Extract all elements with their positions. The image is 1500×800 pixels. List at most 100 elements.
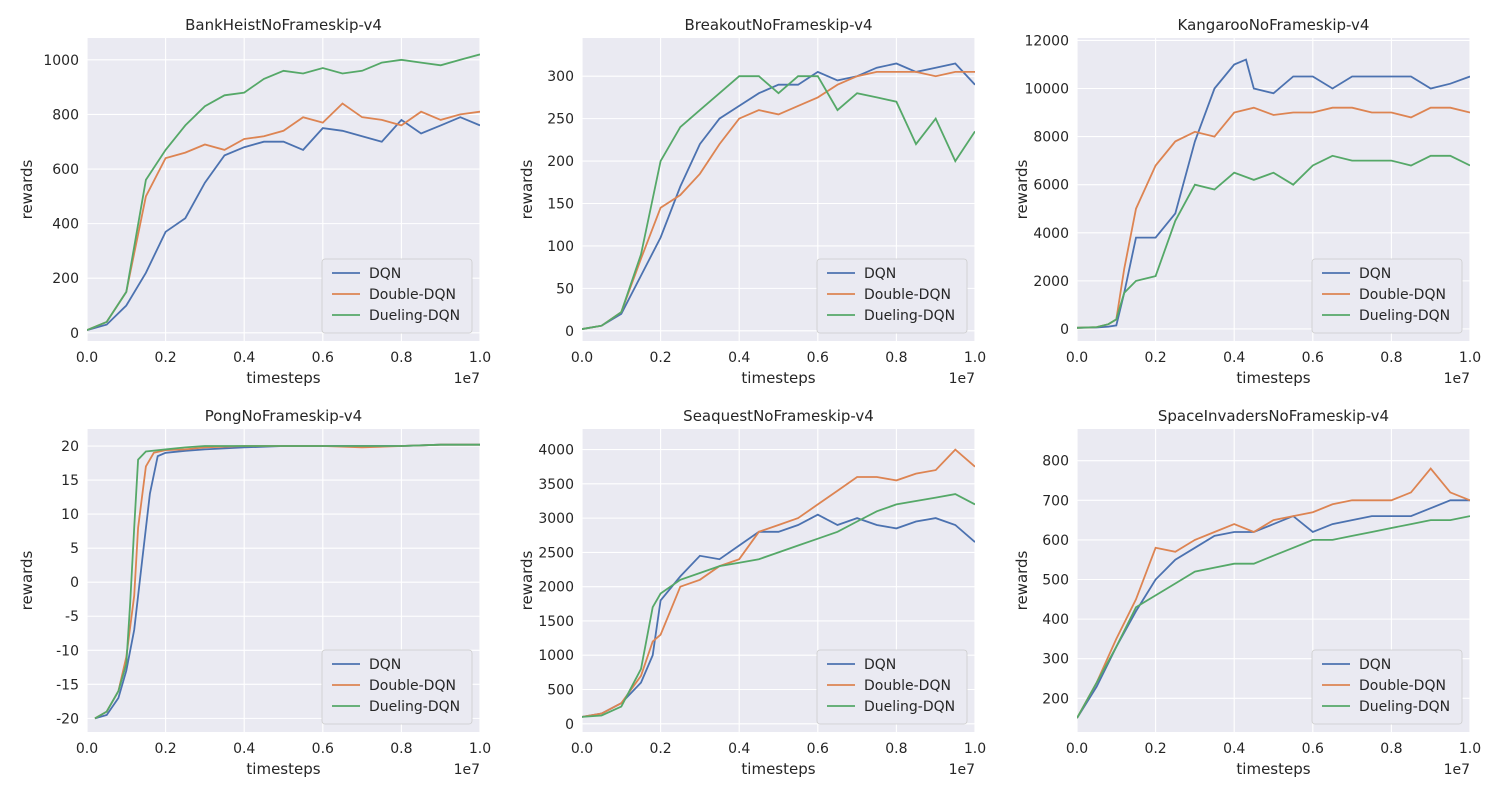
x-tick-label: 0.8 [1380, 350, 1402, 366]
y-tick-label: 150 [547, 197, 574, 213]
legend: DQN Double-DQN Dueling-DQN [816, 649, 968, 725]
legend-label: Double-DQN [864, 678, 951, 694]
series-line-dueling-dqn [582, 493, 975, 718]
x-tick-label: 0.0 [76, 741, 98, 757]
series-line-double-dqn [1077, 467, 1470, 719]
y-tick-label: 6000 [1033, 178, 1069, 194]
legend-label: Dueling-DQN [1359, 308, 1450, 324]
series-line-dueling-dqn [582, 75, 975, 330]
legend-label: Dueling-DQN [369, 308, 460, 324]
x-tick-label: 0.6 [312, 741, 334, 757]
y-tick-label: 10000 [1024, 82, 1069, 98]
x-tick-label: 1.0 [469, 350, 491, 366]
y-tick-label: 2500 [538, 545, 574, 561]
y-axis-label: rewards [18, 159, 36, 219]
y-axis-label: rewards [1013, 550, 1031, 610]
chart-title: BankHeistNoFrameskip-v4 [185, 16, 382, 34]
chart-panel-2: 0 50 100 150 200 250 300 0.0 0.2 0.4 0.6 0.8 1.0 Brea… [518, 16, 986, 387]
chart-panel-3: 0 2000 4000 6000 8000 10000 12000 0.0 0.2 0.4 0.6 0… [1013, 16, 1481, 387]
x-tick-label: 0.2 [154, 350, 176, 366]
series-line-double-dqn [582, 71, 975, 330]
x-tick-label: 0.8 [390, 350, 412, 366]
legend-label: Double-DQN [1359, 678, 1446, 694]
x-tick-label: 0.4 [233, 350, 255, 366]
x-multiplier-label: 1e7 [1444, 762, 1470, 778]
y-tick-label: 15 [61, 473, 79, 489]
x-tick-label: 0.4 [233, 741, 255, 757]
y-axis-label: rewards [518, 550, 536, 610]
legend: DQN Double-DQN Dueling-DQN [1311, 649, 1463, 725]
y-tick-label: 50 [556, 281, 574, 297]
x-tick-label: 0.0 [76, 350, 98, 366]
legend-label: DQN [1359, 657, 1391, 673]
x-tick-label: 0.2 [1144, 350, 1166, 366]
x-tick-label: 0.2 [1144, 741, 1166, 757]
legend-label: Dueling-DQN [369, 699, 460, 715]
y-tick-label: 300 [547, 69, 574, 85]
y-tick-label: 20 [61, 439, 79, 455]
y-axis-label: rewards [1013, 159, 1031, 219]
series-line-double-dqn [87, 102, 480, 331]
legend-label: Double-DQN [369, 678, 456, 694]
legend-label: Dueling-DQN [864, 699, 955, 715]
series-line-dueling-dqn [87, 53, 480, 331]
y-tick-label: 800 [1042, 454, 1069, 470]
x-tick-label: 0.0 [1066, 350, 1088, 366]
series-line-double-dqn [582, 448, 975, 718]
x-multiplier-label: 1e7 [949, 371, 975, 387]
x-tick-label: 0.6 [807, 741, 829, 757]
y-tick-label: 0 [565, 324, 574, 340]
x-tick-label: 0.6 [1302, 741, 1324, 757]
x-tick-label: 0.8 [390, 741, 412, 757]
y-tick-label: -15 [56, 677, 79, 693]
x-tick-label: 0.6 [807, 350, 829, 366]
x-tick-label: 1.0 [964, 741, 986, 757]
y-tick-label: 100 [547, 239, 574, 255]
y-tick-label: 800 [52, 107, 79, 123]
legend: DQN Double-DQN Dueling-DQN [321, 258, 473, 334]
x-tick-label: 1.0 [964, 350, 986, 366]
series-line-dqn [582, 62, 975, 330]
x-axis-label: timesteps [741, 760, 815, 778]
x-tick-label: 0.2 [649, 350, 671, 366]
y-tick-label: 400 [1042, 612, 1069, 628]
y-tick-label: 5 [70, 541, 79, 557]
x-multiplier-label: 1e7 [454, 762, 480, 778]
x-tick-label: 0.8 [885, 350, 907, 366]
x-tick-label: 0.0 [1066, 741, 1088, 757]
chart-panel-5: 0 500 1000 1500 2000 2500 3000 3500 4000 0.0 0.2 0.… [518, 407, 986, 778]
y-tick-label: 12000 [1024, 33, 1069, 49]
x-tick-label: 0.0 [571, 741, 593, 757]
y-tick-label: 200 [52, 271, 79, 287]
series-line-dueling-dqn [1077, 154, 1470, 329]
y-tick-label: 0 [1060, 322, 1069, 338]
chart-title: SpaceInvadersNoFrameskip-v4 [1158, 407, 1389, 425]
y-tick-label: -10 [56, 643, 79, 659]
y-tick-label: 500 [1042, 573, 1069, 589]
x-tick-label: 0.8 [1380, 741, 1402, 757]
y-tick-label: 10 [61, 507, 79, 523]
x-tick-label: 0.6 [312, 350, 334, 366]
y-axis-label: rewards [518, 159, 536, 219]
y-tick-label: 200 [1042, 691, 1069, 707]
x-tick-label: 0.4 [728, 350, 750, 366]
y-tick-label: 600 [52, 162, 79, 178]
y-tick-label: 3500 [538, 477, 574, 493]
legend-label: Dueling-DQN [864, 308, 955, 324]
y-tick-label: 8000 [1033, 130, 1069, 146]
chart-panel-6: 200 300 400 500 600 700 800 0.0 0.2 0.4 0.6 0.8 1.0 S… [1013, 407, 1481, 778]
y-tick-label: 2000 [1033, 274, 1069, 290]
x-tick-label: 1.0 [1459, 350, 1481, 366]
chart-title: SeaquestNoFrameskip-v4 [683, 407, 874, 425]
x-axis-label: timesteps [246, 369, 320, 387]
legend: DQN Double-DQN Dueling-DQN [321, 649, 473, 725]
y-tick-label: -20 [56, 711, 79, 727]
legend-label: Dueling-DQN [1359, 699, 1450, 715]
x-multiplier-label: 1e7 [1444, 371, 1470, 387]
x-tick-label: 0.4 [1223, 350, 1245, 366]
legend: DQN Double-DQN Dueling-DQN [816, 258, 968, 334]
x-tick-label: 0.6 [1302, 350, 1324, 366]
series-line-double-dqn [1077, 106, 1470, 329]
y-tick-label: 1000 [43, 53, 79, 69]
series-line-dueling-dqn [1077, 515, 1470, 719]
